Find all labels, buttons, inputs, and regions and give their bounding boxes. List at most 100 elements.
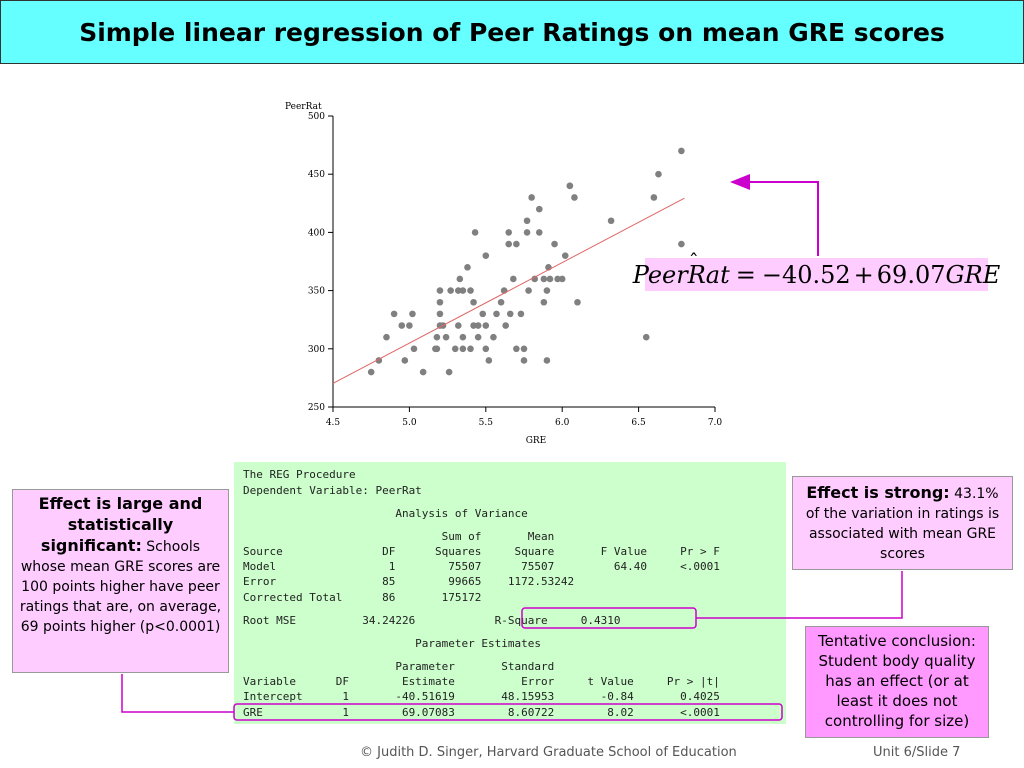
data-point — [517, 310, 525, 318]
data-point — [642, 333, 650, 341]
data-point — [546, 275, 554, 283]
data-point — [445, 368, 453, 376]
data-point — [419, 368, 427, 376]
x-tick-label: 4.5 — [326, 418, 341, 428]
sas-line: Analysis of Variance — [243, 507, 528, 520]
data-point — [436, 298, 444, 306]
data-point — [447, 287, 454, 294]
y-tick-label: 250 — [308, 403, 325, 413]
data-point — [551, 240, 558, 248]
data-point — [523, 217, 531, 225]
data-point — [474, 322, 482, 329]
footer-credit: © Judith D. Singer, Harvard Graduate Sch… — [360, 745, 737, 760]
data-point — [454, 322, 462, 329]
y-tick-label: 350 — [308, 287, 325, 297]
plot-fit-line — [332, 197, 685, 384]
data-point — [470, 298, 477, 306]
equation-minus: − — [761, 260, 782, 289]
data-point — [540, 275, 548, 283]
data-point — [535, 229, 543, 236]
data-point — [561, 252, 569, 259]
data-point — [383, 333, 390, 341]
data-point — [459, 287, 467, 294]
sas-line: Root MSE 34.24226 R-Square 0.4310 — [243, 614, 621, 627]
data-point — [566, 182, 574, 190]
data-point — [535, 205, 543, 213]
data-point — [650, 194, 658, 201]
data-point — [401, 357, 409, 364]
x-tick-label: 5.5 — [479, 418, 494, 428]
callout-effect-significant: Effect is large and statistically signif… — [12, 489, 229, 673]
data-point — [456, 275, 464, 283]
data-point — [482, 322, 490, 329]
footer-slide-number: Unit 6/Slide 7 — [873, 745, 961, 760]
data-point — [493, 310, 500, 318]
data-point — [554, 275, 561, 283]
callout-conclusion: Tentative conclusion: Student body quali… — [805, 626, 989, 738]
plot-points — [367, 147, 685, 376]
data-point — [543, 287, 551, 294]
callout-body: Tentative conclusion: Student body quali… — [818, 632, 976, 730]
sas-line: Model 1 75507 75507 64.40 <.0001 — [243, 560, 720, 573]
regression-line — [332, 197, 685, 384]
y-tick-label: 500 — [308, 112, 325, 122]
equation-lhs-rest: at — [705, 260, 730, 289]
equation-intercept: 40.52 — [781, 260, 851, 289]
equation-plus: + — [853, 260, 874, 289]
data-point — [467, 345, 474, 353]
data-point — [459, 333, 467, 341]
sas-line: Dependent Variable: PeerRat — [243, 484, 422, 497]
data-point — [558, 275, 566, 283]
sas-line: Parameter Estimates — [243, 637, 542, 650]
x-tick-label: 6.5 — [631, 418, 646, 428]
sas-line: Intercept 1 -40.51619 48.15953 -0.84 0.4… — [243, 690, 720, 703]
x-tick-label: 7.0 — [708, 418, 723, 428]
sas-line: Corrected Total 86 175172 — [243, 591, 482, 604]
data-point — [410, 345, 418, 353]
data-point — [505, 240, 513, 248]
data-point — [482, 252, 490, 259]
sas-line: Variable DF Estimate Error t Value Pr > … — [243, 675, 720, 688]
data-point — [479, 310, 487, 318]
data-point — [506, 310, 514, 318]
data-point — [520, 345, 528, 353]
sas-line: GRE 1 69.07083 8.60722 8.02 <.0001 — [243, 706, 720, 719]
data-point — [513, 240, 520, 248]
data-point — [482, 345, 490, 353]
x-tick-label: 5.0 — [402, 418, 417, 428]
equation-equals: = — [735, 260, 756, 289]
data-point — [442, 333, 450, 341]
callout-body: 43.1% of the variation in ratings is ass… — [805, 486, 1000, 562]
data-point — [525, 287, 532, 294]
sas-output-panel: The REG Procedure Dependent Variable: Pe… — [234, 462, 786, 724]
equation-variable: GRE — [945, 260, 1001, 289]
scatter-plot: 4.5 5.0 5.5 6.0 6.5 7.0250300350400450500Peer… — [285, 102, 723, 446]
y-tick-label: 300 — [308, 345, 325, 355]
data-point — [433, 333, 441, 341]
data-point — [543, 357, 551, 364]
data-point — [474, 333, 482, 341]
data-point — [607, 217, 615, 225]
data-point — [459, 345, 467, 353]
data-point — [398, 322, 406, 329]
data-point — [655, 170, 662, 178]
callout-heading: Effect is large and statistically signif… — [38, 494, 203, 555]
y-axis-label: PeerRat — [285, 102, 322, 112]
equation-arrow — [730, 174, 819, 256]
data-point — [367, 368, 375, 376]
data-point — [540, 298, 548, 306]
sas-line: Error 85 99665 1172.53242 — [243, 575, 575, 588]
data-point — [520, 357, 528, 364]
data-point — [485, 357, 493, 364]
sas-line: Parameter Standard — [243, 660, 555, 673]
callout-heading: Effect is strong: — [806, 483, 950, 502]
x-tick-label: 6.0 — [555, 418, 570, 428]
data-point — [454, 287, 462, 294]
sas-line: Sum of Mean — [243, 530, 555, 543]
data-point — [571, 194, 578, 201]
gre-row-connector — [121, 674, 234, 713]
x-axis-label: GRE — [526, 436, 547, 446]
equation-slope: 69.07 — [876, 260, 946, 289]
data-point — [531, 275, 538, 283]
y-tick-label: 450 — [308, 170, 325, 180]
